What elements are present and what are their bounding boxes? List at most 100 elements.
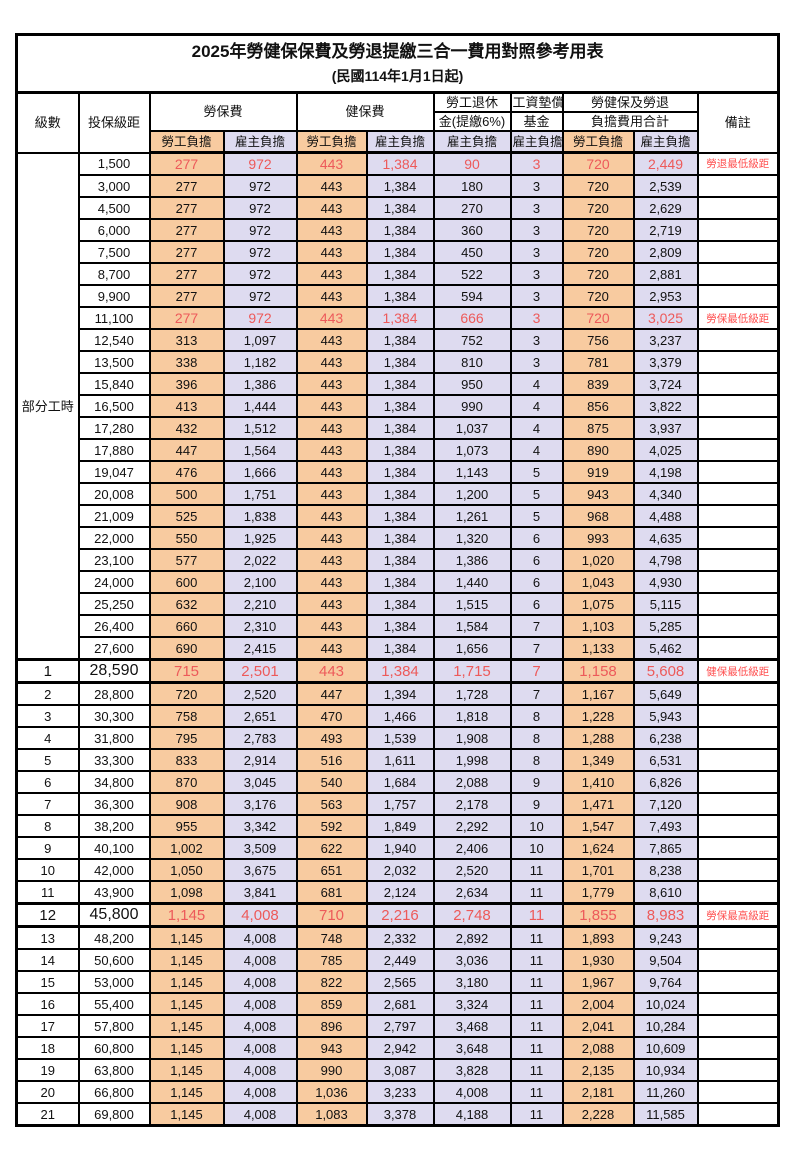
grade-cell: 17	[15, 1014, 80, 1038]
value-cell: 4,008	[222, 925, 298, 950]
value-cell: 2,088	[432, 770, 512, 794]
value-cell: 3	[509, 284, 564, 308]
value-cell: 4,008	[222, 970, 298, 994]
table-row: 19 63,800 1,145 4,008 990 3,087 3,828 11 2,135 10…	[15, 1058, 780, 1082]
value-cell: 270	[432, 196, 512, 220]
value-cell: 443	[295, 306, 368, 330]
value-cell: 1,547	[561, 814, 635, 838]
table-row: 19,047 476 1,666 443 1,384 1,143 5 919 4,198	[17, 460, 780, 484]
table-row: 12 45,800 1,145 4,008 710 2,216 2,748 11 1,855 8,…	[15, 902, 780, 928]
table-row: 10 42,000 1,050 3,675 651 2,032 2,520 11 1,701 8,…	[15, 858, 780, 882]
value-cell: 3,180	[432, 970, 512, 994]
value-cell: 1,145	[148, 1058, 225, 1082]
value-cell: 5,462	[632, 636, 699, 661]
value-cell: 1,728	[432, 681, 512, 706]
value-cell: 277	[148, 196, 225, 220]
col-header-pension-line2: 金(提繳6%)	[432, 111, 512, 132]
value-cell: 577	[148, 548, 225, 572]
col-header-wage-fund-employer: 雇主負擔	[509, 130, 564, 154]
value-cell: 443	[295, 658, 368, 684]
value-cell: 1,384	[365, 658, 435, 684]
value-cell: 1,666	[222, 460, 298, 484]
value-cell: 1,751	[222, 482, 298, 506]
bracket-cell: 6,000	[77, 218, 151, 242]
grade-cell: 11	[15, 880, 80, 905]
bracket-cell: 15,840	[77, 372, 151, 396]
grade-cell: 4	[15, 726, 80, 750]
note-cell	[696, 240, 780, 264]
note-cell	[696, 262, 780, 286]
table-row: 21 69,800 1,145 4,008 1,083 3,378 4,188 11 2,228…	[15, 1102, 780, 1127]
bracket-cell: 4,500	[77, 196, 151, 220]
bracket-cell: 30,300	[77, 704, 151, 728]
value-cell: 1,384	[365, 526, 435, 550]
value-cell: 443	[295, 438, 368, 462]
value-cell: 447	[148, 438, 225, 462]
value-cell: 1,103	[561, 614, 635, 638]
value-cell: 516	[295, 748, 368, 772]
value-cell: 4,008	[222, 1036, 298, 1060]
value-cell: 550	[148, 526, 225, 550]
bracket-cell: 1,500	[77, 151, 151, 176]
value-cell: 443	[295, 460, 368, 484]
value-cell: 2,629	[632, 196, 699, 220]
value-cell: 1,384	[365, 328, 435, 352]
grade-cell: 14	[15, 948, 80, 972]
value-cell: 1,757	[365, 792, 435, 816]
note-cell	[696, 372, 780, 396]
value-cell: 4,198	[632, 460, 699, 484]
value-cell: 9,504	[632, 948, 699, 972]
title-block: 2025年勞健保保費及勞退提繳三合一費用對照參考用表 (民國114年1月1日起)	[15, 33, 780, 94]
value-cell: 4,025	[632, 438, 699, 462]
value-cell: 1,466	[365, 704, 435, 728]
value-cell: 1,384	[365, 262, 435, 286]
value-cell: 2,178	[432, 792, 512, 816]
value-cell: 1,384	[365, 196, 435, 220]
col-header-wage-fund-line2: 基金	[509, 111, 564, 132]
value-cell: 4	[509, 394, 564, 418]
value-cell: 1,384	[365, 306, 435, 330]
bracket-cell: 16,500	[77, 394, 151, 418]
col-header-pension-line1: 勞工退休	[432, 91, 512, 113]
value-cell: 525	[148, 504, 225, 528]
value-cell: 1,384	[365, 460, 435, 484]
value-cell: 2,292	[432, 814, 512, 838]
value-cell: 3,087	[365, 1058, 435, 1082]
value-cell: 443	[295, 350, 368, 374]
table-row: 22,000 550 1,925 443 1,384 1,320 6 993 4,635	[17, 526, 780, 550]
bracket-cell: 60,800	[77, 1036, 151, 1060]
value-cell: 540	[295, 770, 368, 794]
value-cell: 919	[561, 460, 635, 484]
value-cell: 1,386	[222, 372, 298, 396]
bracket-cell: 33,300	[77, 748, 151, 772]
col-header-grade: 級數	[15, 91, 80, 154]
bracket-cell: 40,100	[77, 836, 151, 860]
value-cell: 6	[509, 526, 564, 550]
table-row: 13 48,200 1,145 4,008 748 2,332 2,892 11 1,893 9,…	[15, 925, 780, 950]
bracket-cell: 17,880	[77, 438, 151, 462]
table-row: 5 33,300 833 2,914 516 1,611 1,998 8 1,349 6,531	[15, 748, 780, 772]
grade-cell: 10	[15, 858, 80, 882]
bracket-cell: 11,100	[77, 306, 151, 330]
value-cell: 277	[148, 262, 225, 286]
value-cell: 2,228	[561, 1102, 635, 1127]
value-cell: 476	[148, 460, 225, 484]
value-cell: 1,075	[561, 592, 635, 616]
value-cell: 1,384	[365, 284, 435, 308]
bracket-cell: 45,800	[77, 902, 151, 928]
note-cell	[696, 218, 780, 242]
value-cell: 4,635	[632, 526, 699, 550]
bracket-cell: 36,300	[77, 792, 151, 816]
value-cell: 1,715	[432, 658, 512, 684]
value-cell: 756	[561, 328, 635, 352]
value-cell: 720	[561, 218, 635, 242]
col-header-health-insurance: 健保費	[295, 91, 435, 132]
bracket-cell: 31,800	[77, 726, 151, 750]
value-cell: 943	[295, 1036, 368, 1060]
value-cell: 360	[432, 218, 512, 242]
value-cell: 7	[509, 636, 564, 661]
value-cell: 470	[295, 704, 368, 728]
value-cell: 443	[295, 394, 368, 418]
value-cell: 1,043	[561, 570, 635, 594]
value-cell: 2,501	[222, 658, 298, 684]
